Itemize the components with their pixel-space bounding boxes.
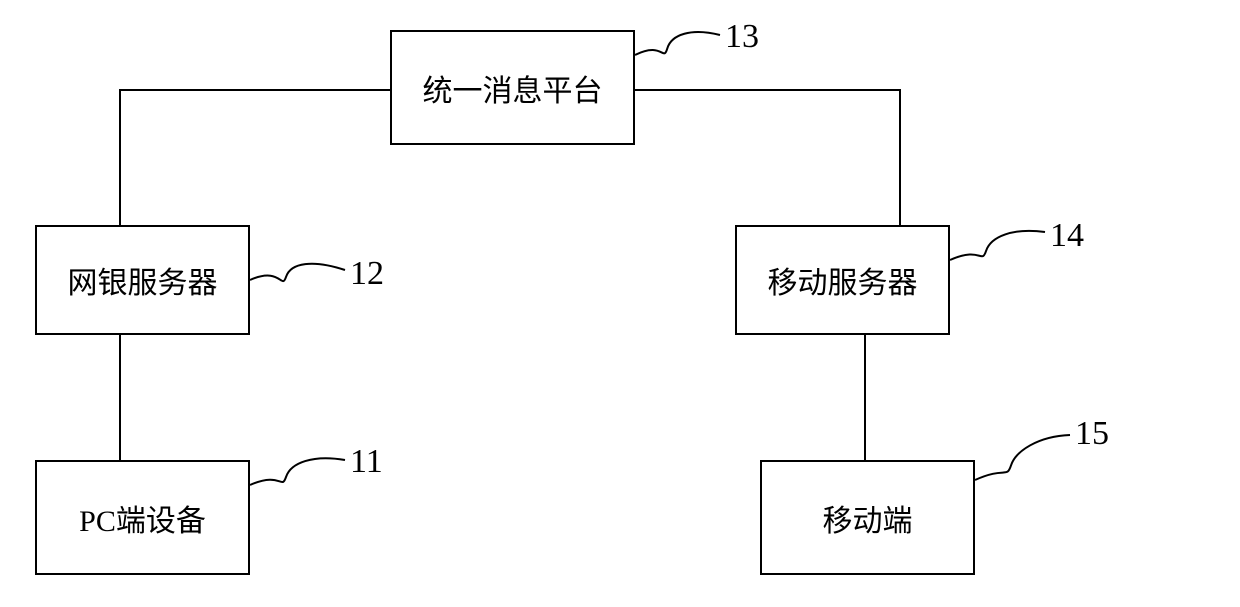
ref-14: 14 xyxy=(1050,217,1084,255)
node-mobile-server: 移动服务器 xyxy=(735,225,950,335)
edge-unified_platform-mobile_server xyxy=(635,90,900,225)
edge-unified_platform-web_bank_server xyxy=(120,90,390,225)
node-unified-platform: 统一消息平台 xyxy=(390,30,635,145)
node-pc-device-label: PC端设备 xyxy=(79,496,206,540)
node-mobile-client: 移动端 xyxy=(760,460,975,575)
callout-squiggle-mobile_server xyxy=(950,231,1045,260)
ref-12: 12 xyxy=(350,255,384,293)
diagram-container: 统一消息平台 13 网银服务器 12 PC端设备 11 移动服务器 14 移动端… xyxy=(0,0,1240,607)
node-web-bank-server-label: 网银服务器 xyxy=(68,258,218,302)
ref-15: 15 xyxy=(1075,415,1109,453)
node-mobile-client-label: 移动端 xyxy=(823,496,913,540)
callout-squiggle-unified_platform xyxy=(635,32,720,55)
callout-squiggle-mobile_client xyxy=(975,435,1070,480)
ref-13: 13 xyxy=(725,18,759,56)
node-pc-device: PC端设备 xyxy=(35,460,250,575)
callout-squiggle-web_bank_server xyxy=(250,264,345,281)
node-unified-platform-label: 统一消息平台 xyxy=(423,66,603,110)
callout-squiggle-pc_device xyxy=(250,458,345,485)
ref-11: 11 xyxy=(350,443,383,481)
node-web-bank-server: 网银服务器 xyxy=(35,225,250,335)
node-mobile-server-label: 移动服务器 xyxy=(768,258,918,302)
